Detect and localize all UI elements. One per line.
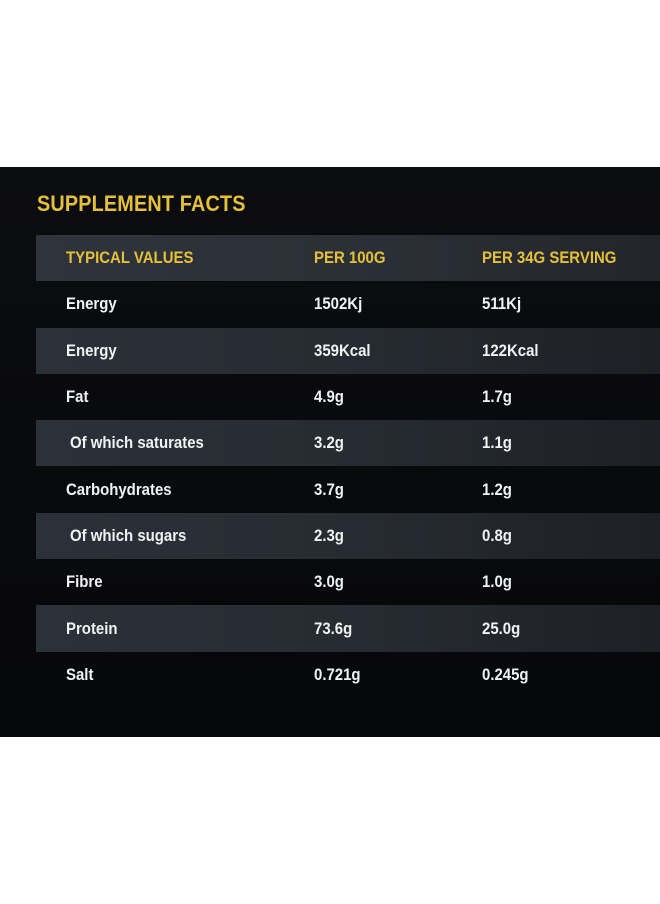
nutrition-table: TYPICAL VALUES PER 100G PER 34G SERVING … — [36, 235, 660, 698]
table-row: Of which saturates 3.2g 1.1g — [36, 420, 660, 467]
value-per-100g: 4.9g — [314, 387, 344, 407]
column-header-typical-values: TYPICAL VALUES — [66, 248, 194, 268]
table-row: Fat 4.9g 1.7g — [36, 374, 660, 420]
value-per-serving: 25.0g — [482, 618, 521, 638]
row-label: Salt — [66, 664, 94, 684]
row-label: Fat — [66, 387, 89, 407]
value-per-serving: 1.2g — [482, 479, 512, 499]
value-per-serving: 1.1g — [482, 433, 512, 453]
table-row: Energy 359Kcal 122Kcal — [36, 327, 660, 374]
panel-title: SUPPLEMENT FACTS — [37, 191, 246, 216]
value-per-serving: 1.0g — [482, 572, 512, 592]
value-per-serving: 0.8g — [482, 525, 512, 545]
supplement-facts-panel: SUPPLEMENT FACTS TYPICAL VALUES PER 100G… — [0, 167, 660, 737]
row-label: Energy — [66, 340, 117, 360]
value-per-serving: 122Kcal — [482, 340, 539, 360]
value-per-100g: 0.721g — [314, 664, 361, 684]
value-per-100g: 1502Kj — [314, 294, 363, 314]
value-per-serving: 0.245g — [482, 664, 529, 684]
value-per-serving: 511Kj — [482, 294, 522, 314]
value-per-100g: 359Kcal — [314, 340, 371, 360]
row-label: Of which sugars — [70, 525, 187, 545]
table-row: Carbohydrates 3.7g 1.2g — [36, 466, 660, 512]
table-row: Fibre 3.0g 1.0g — [36, 559, 660, 605]
column-header-per-100g: PER 100G — [314, 248, 386, 268]
table-row: Protein 73.6g 25.0g — [36, 605, 660, 652]
column-header-per-serving: PER 34G SERVING — [482, 248, 617, 268]
table-row: Energy 1502Kj 511Kj — [36, 281, 660, 327]
value-per-100g: 73.6g — [314, 618, 353, 638]
table-row: Salt 0.721g 0.245g — [36, 652, 660, 698]
table-header-row: TYPICAL VALUES PER 100G PER 34G SERVING — [36, 235, 660, 282]
row-label: Of which saturates — [70, 433, 204, 453]
value-per-100g: 3.2g — [314, 433, 344, 453]
row-label: Energy — [66, 294, 117, 314]
value-per-100g: 3.7g — [314, 479, 344, 499]
value-per-serving: 1.7g — [482, 387, 512, 407]
table-row: Of which sugars 2.3g 0.8g — [36, 512, 660, 560]
row-label: Fibre — [66, 572, 103, 592]
value-per-100g: 3.0g — [314, 572, 344, 592]
row-label: Carbohydrates — [66, 479, 172, 499]
row-label: Protein — [66, 618, 118, 638]
value-per-100g: 2.3g — [314, 525, 344, 545]
